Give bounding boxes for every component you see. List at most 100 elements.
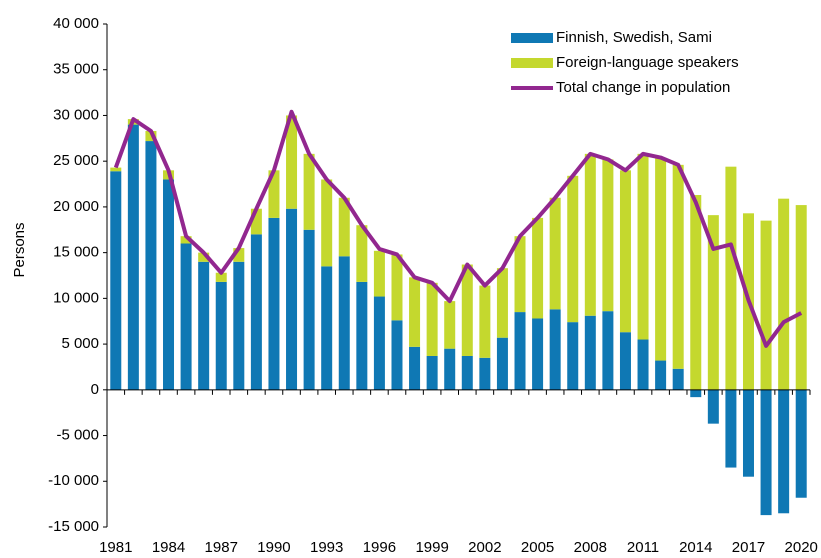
bar: [303, 153, 315, 230]
bar: [338, 197, 350, 257]
y-tick-label: 0: [91, 381, 99, 398]
x-tick-label: 2008: [574, 539, 607, 556]
bar: [637, 153, 649, 340]
bar: [690, 389, 702, 398]
bar: [690, 195, 702, 390]
bar: [778, 389, 790, 514]
bar: [233, 248, 245, 262]
y-tick-label: 35 000: [53, 61, 99, 78]
bar: [444, 348, 456, 390]
bar: [514, 312, 526, 390]
bar: [409, 346, 421, 390]
bar: [391, 254, 403, 321]
bar: [655, 360, 667, 390]
y-tick-label: 10 000: [53, 289, 99, 306]
x-tick-label: 1999: [415, 539, 448, 556]
bar: [286, 115, 298, 209]
bar: [303, 229, 315, 390]
bar: [655, 157, 667, 361]
line: [113, 109, 803, 348]
x-tick-label: 1996: [363, 539, 396, 556]
bar: [707, 389, 719, 424]
bar: [461, 355, 473, 390]
bar: [760, 389, 772, 516]
bar: [215, 272, 227, 282]
y-tick-label: -15 000: [48, 518, 99, 535]
bar: [250, 234, 262, 390]
y-tick-label: 30 000: [53, 106, 99, 123]
legend-swatch: [511, 33, 553, 43]
bar: [795, 389, 807, 498]
legend-label: Finnish, Swedish, Sami: [556, 29, 712, 46]
bar: [198, 261, 210, 390]
bar: [198, 252, 210, 262]
bar: [619, 170, 631, 333]
bar: [584, 315, 596, 390]
x-tick-label: 1981: [99, 539, 132, 556]
bar: [707, 215, 719, 390]
bar: [496, 268, 508, 338]
bar: [110, 171, 122, 390]
bar: [672, 368, 684, 390]
bar: [567, 175, 579, 323]
bar: [127, 124, 139, 390]
bar: [742, 389, 754, 477]
bar: [514, 236, 526, 313]
bar: [391, 320, 403, 390]
bar: [373, 250, 385, 297]
x-tick-label: 1990: [257, 539, 290, 556]
bar: [110, 167, 122, 172]
bar: [584, 153, 596, 316]
x-tick-label: 2002: [468, 539, 501, 556]
bar: [532, 318, 544, 390]
x-tick-label: 2017: [732, 539, 765, 556]
bar: [725, 166, 737, 390]
y-tick-label: 15 000: [53, 244, 99, 261]
bar: [672, 164, 684, 369]
bar: [619, 332, 631, 390]
bar: [637, 339, 649, 390]
bar: [461, 264, 473, 356]
bar: [567, 322, 579, 390]
bar: [795, 205, 807, 390]
bar: [268, 217, 280, 390]
bar: [602, 159, 614, 312]
y-tick-label: -10 000: [48, 472, 99, 489]
bar: [321, 179, 333, 267]
bar: [532, 217, 544, 319]
bar: [602, 311, 614, 390]
bar: [760, 220, 772, 390]
bar: [250, 208, 262, 235]
y-axis-label: Persons: [11, 222, 28, 277]
legend-label: Total change in population: [556, 79, 730, 96]
x-tick-label: 2011: [627, 539, 659, 556]
legend-label: Foreign-language speakers: [556, 54, 739, 71]
bar: [426, 355, 438, 390]
x-tick-label: 2020: [785, 539, 818, 556]
bar: [321, 266, 333, 390]
bar: [145, 131, 157, 142]
bar: [496, 337, 508, 390]
x-tick-label: 2005: [521, 539, 554, 556]
y-tick-label: -5 000: [56, 427, 99, 444]
bar: [479, 285, 491, 358]
bar: [426, 282, 438, 356]
bar: [180, 243, 192, 390]
bar: [479, 357, 491, 390]
bar: [163, 179, 175, 390]
y-tick-label: 25 000: [53, 152, 99, 169]
bar: [215, 281, 227, 390]
bar: [356, 281, 368, 390]
bar: [444, 301, 456, 349]
y-tick-label: 20 000: [53, 198, 99, 215]
legend-swatch: [511, 58, 553, 68]
bar: [549, 197, 561, 310]
bar: [549, 309, 561, 390]
bar: [180, 236, 192, 244]
bar: [373, 296, 385, 390]
bar: [268, 170, 280, 218]
bar: [356, 225, 368, 282]
y-tick-label: 5 000: [61, 335, 99, 352]
bar: [286, 208, 298, 390]
bar: [778, 198, 790, 390]
